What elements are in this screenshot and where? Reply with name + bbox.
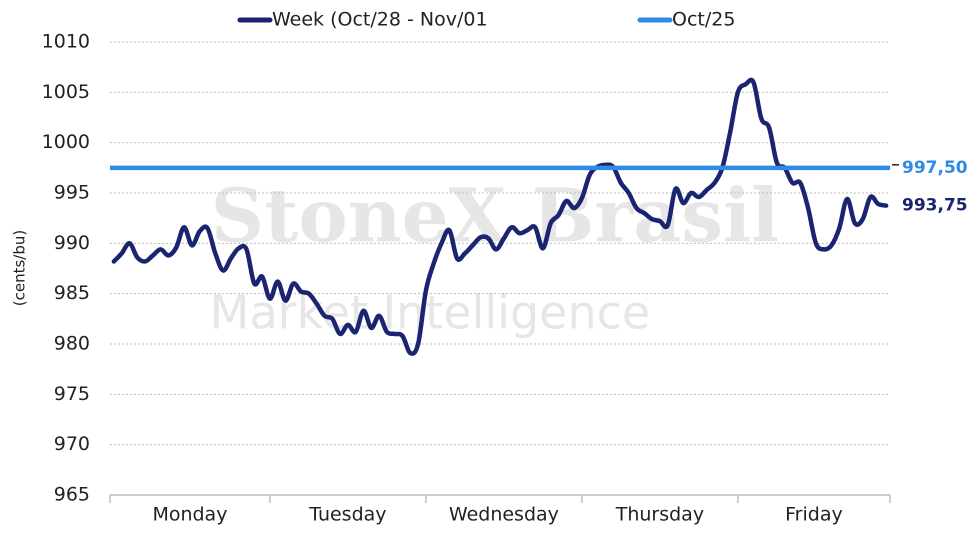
x-tick-label: Friday — [785, 504, 843, 526]
legend-label: Oct/25 — [672, 9, 735, 31]
x-tick-label: Tuesday — [308, 504, 386, 526]
legend-label: Week (Oct/28 - Nov/01 — [272, 9, 488, 31]
y-tick-label: 975 — [54, 383, 90, 405]
y-tick-label: 1000 — [42, 131, 90, 153]
x-tick-label: Monday — [152, 504, 227, 526]
y-tick-label: 985 — [54, 282, 90, 304]
y-tick-label: 1010 — [42, 31, 90, 53]
y-tick-label: 970 — [54, 433, 90, 455]
y-tick-label: 980 — [54, 333, 90, 355]
data-label: 993,75 — [902, 196, 968, 216]
y-tick-label: 965 — [54, 484, 90, 506]
y-axis-label: (cents/bu) — [11, 230, 29, 306]
y-tick-label: 990 — [54, 232, 90, 254]
x-tick-label: Thursday — [615, 504, 704, 526]
x-tick-label: Wednesday — [449, 504, 559, 526]
data-label: 997,50 — [902, 158, 968, 178]
line-series — [111, 77, 889, 356]
y-tick-label: 995 — [54, 182, 90, 204]
y-tick-label: 1005 — [42, 81, 90, 103]
